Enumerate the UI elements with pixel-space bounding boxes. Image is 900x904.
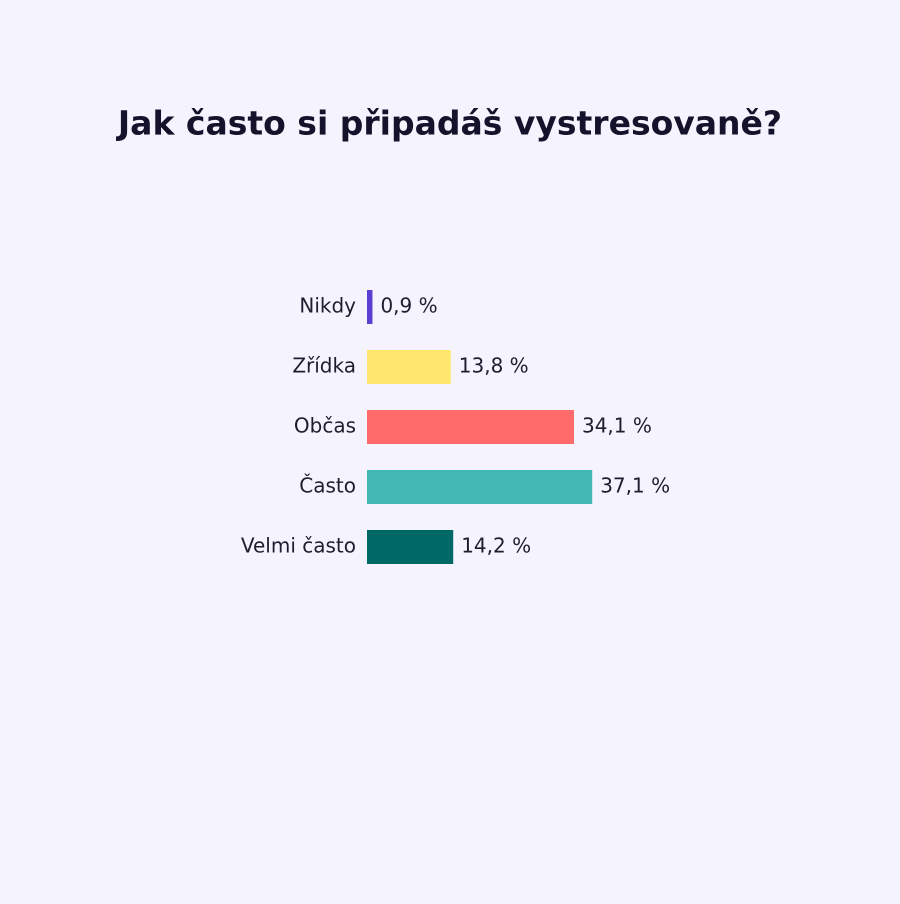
- category-label: Často: [299, 474, 356, 498]
- chart-title: Jak často si připadáš vystresovaně?: [116, 104, 782, 143]
- value-label: 14,2 %: [461, 534, 531, 558]
- category-label: Zřídka: [292, 354, 356, 378]
- bar: [367, 290, 373, 324]
- value-label: 0,9 %: [380, 294, 437, 318]
- category-label: Nikdy: [299, 294, 356, 318]
- value-label: 34,1 %: [582, 414, 652, 438]
- category-label: Občas: [294, 414, 356, 438]
- category-label: Velmi často: [241, 534, 356, 558]
- value-label: 37,1 %: [600, 474, 670, 498]
- bar: [367, 350, 451, 384]
- bar: [367, 470, 593, 504]
- bar: [367, 530, 454, 564]
- bar: [367, 410, 574, 444]
- value-label: 13,8 %: [459, 354, 529, 378]
